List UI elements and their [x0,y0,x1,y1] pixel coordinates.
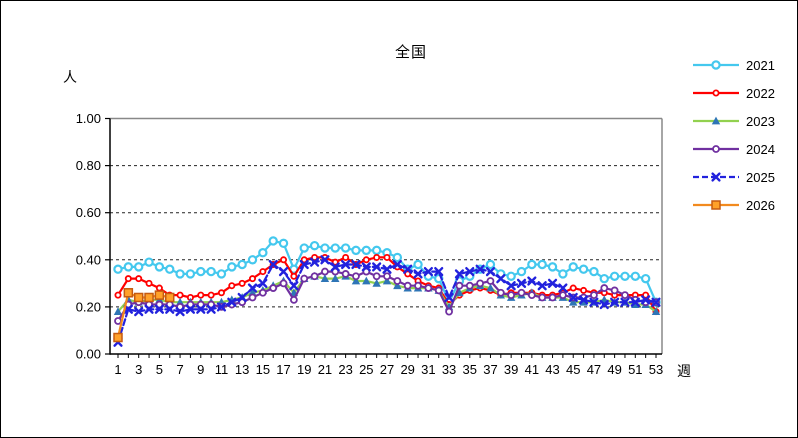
x-tick-label: 35 [463,362,477,377]
legend-swatch-2025 [693,172,739,182]
x-tick-label: 45 [566,362,580,377]
x-tick-label: 53 [649,362,663,377]
x-tick-label: 41 [525,362,539,377]
series-2025 [113,255,661,347]
x-tick-label: 13 [235,362,249,377]
legend-item-2023: 2023 [691,107,791,135]
x-tick-label: 25 [359,362,373,377]
x-axis-unit-label: 週 [677,363,691,379]
legend-item-2026: 2026 [691,191,791,219]
legend-label: 2022 [746,85,775,101]
legend-label: 2021 [746,57,775,73]
x-tick-label: 31 [421,362,435,377]
legend-swatch-2021 [693,60,739,70]
x-tick-label: 33 [442,362,456,377]
x-tick-label: 51 [628,362,642,377]
x-tick-label: 47 [587,362,601,377]
series-2026 [113,288,175,343]
legend-item-2024: 2024 [691,135,791,163]
legend-label: 2026 [746,197,775,213]
y-axis-unit-label: 人 [63,69,77,85]
x-tick-label: 43 [545,362,559,377]
legend-swatch-2023 [693,116,739,125]
y-tick-label: 0.60 [76,205,101,220]
legend-swatch-2024 [693,145,739,153]
x-tick-label: 15 [256,362,270,377]
y-tick-label: 0.80 [76,158,101,173]
x-tick-label: 19 [297,362,311,377]
x-tick-label: 7 [176,362,183,377]
x-tick-label: 49 [607,362,621,377]
legend-label: 2025 [746,169,775,185]
x-tick-label: 3 [135,362,142,377]
y-tick-label: 1.00 [76,111,101,126]
x-tick-label: 23 [338,362,352,377]
legend: 2021 2022 2023 2024 2025 2026 [691,51,791,219]
y-tick-label: 0.20 [76,299,101,314]
x-tick-label: 37 [483,362,497,377]
x-tick-label: 9 [197,362,204,377]
x-tick-label: 1 [114,362,121,377]
legend-item-2021: 2021 [691,51,791,79]
legend-label: 2024 [746,141,775,157]
x-tick-label: 11 [215,362,229,377]
legend-swatch-2022 [693,89,739,97]
x-tick-label: 29 [400,362,414,377]
x-tick-label: 39 [504,362,518,377]
chart-title: 全国 [394,44,427,61]
y-tick-label: 0.00 [76,347,101,362]
legend-item-2025: 2025 [691,163,791,191]
y-tick-label: 0.40 [76,252,101,267]
x-tick-label: 21 [318,362,332,377]
legend-item-2022: 2022 [691,79,791,107]
x-tick-label: 5 [156,362,163,377]
x-tick-label: 27 [380,362,394,377]
x-tick-label: 17 [276,362,290,377]
legend-label: 2023 [746,113,775,129]
legend-swatch-2026 [693,200,739,210]
